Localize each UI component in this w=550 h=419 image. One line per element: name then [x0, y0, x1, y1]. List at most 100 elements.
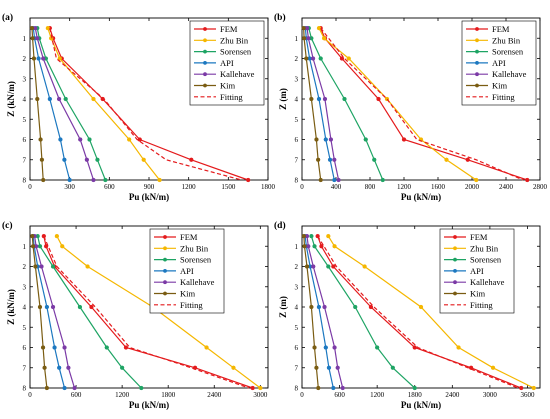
- legend-label: Kim: [180, 289, 196, 299]
- legend-label: FEM: [220, 24, 238, 34]
- series-kim-point: [301, 36, 307, 41]
- x-axis-title: Pu (kN/m): [401, 400, 441, 410]
- series-kim-point: [301, 233, 307, 239]
- legend-marker: [163, 246, 167, 251]
- x-tick-label: 2000: [465, 183, 480, 191]
- series-api-point: [52, 345, 57, 350]
- series-zhu-bin-point: [157, 177, 162, 183]
- legend-marker: [203, 49, 207, 54]
- series-sorensen-point: [363, 137, 368, 142]
- series-sorensen-point: [353, 304, 358, 310]
- x-tick-label: 1200: [370, 391, 385, 399]
- series-kim-point: [38, 137, 43, 142]
- series-fitting-line: [43, 235, 249, 389]
- series-zhu-bin-point: [321, 36, 327, 41]
- series-zhu-bin-point: [326, 233, 331, 239]
- x-tick-label: 3000: [483, 391, 498, 399]
- y-tick-label: 6: [23, 136, 27, 144]
- legend-marker: [163, 269, 167, 273]
- series-api-point: [332, 177, 337, 183]
- y-tick-label: 1: [295, 243, 299, 251]
- legend-marker: [453, 291, 457, 296]
- x-tick-label: 0: [300, 391, 304, 399]
- x-tick-label: 1800: [408, 391, 423, 399]
- legend-marker: [203, 83, 207, 88]
- y-tick-label: 7: [23, 364, 27, 372]
- legend-marker: [475, 61, 479, 65]
- y-tick-label: 8: [23, 385, 27, 393]
- series-kallehave-point: [332, 345, 337, 350]
- series-fem-point: [246, 177, 251, 183]
- series-kallehave-point: [310, 56, 316, 61]
- series-kallehave-point: [306, 36, 311, 41]
- series-sorensen-point: [37, 244, 43, 249]
- legend-label: Kallehave: [220, 69, 255, 79]
- series-api-line: [304, 28, 335, 181]
- series-fem-point: [368, 304, 374, 310]
- series-kallehave-point: [66, 365, 71, 370]
- series-kim-point: [40, 345, 46, 350]
- series-fem-point: [123, 345, 129, 350]
- legend-label: Sorensen: [180, 255, 212, 265]
- y-tick-label: 8: [295, 385, 299, 393]
- x-tick-label: 3000: [253, 391, 268, 399]
- series-api-point: [58, 137, 63, 142]
- series-fitting: [49, 27, 242, 181]
- legend-label: Fitting: [220, 92, 243, 102]
- series-zhu-bin-point: [444, 157, 449, 162]
- series-fem-point: [401, 137, 407, 142]
- series-sorensen-point: [312, 244, 317, 249]
- series-zhu-bin-line: [318, 27, 477, 181]
- series-fem-point: [465, 157, 470, 162]
- plot-frame: [29, 225, 269, 389]
- series-kim-point: [39, 157, 45, 162]
- series-kallehave-point: [328, 137, 334, 142]
- legend-label: Kim: [492, 81, 508, 91]
- series-sorensen-point: [318, 56, 323, 61]
- x-tick-label: 0: [28, 183, 32, 191]
- legend-marker: [163, 280, 167, 285]
- y-tick-label: 2: [295, 263, 299, 271]
- series-zhu-bin: [316, 25, 479, 183]
- x-tick-label: 0: [300, 183, 304, 191]
- series-kim-point: [30, 244, 36, 249]
- series-kallehave-point: [335, 365, 340, 370]
- series-kallehave-point: [56, 96, 62, 102]
- series-fem-point: [412, 345, 417, 350]
- series-sorensen: [309, 233, 417, 391]
- series-zhu-bin-point: [231, 365, 236, 370]
- legend-label: Kallehave: [492, 69, 527, 79]
- legend-marker: [163, 235, 167, 239]
- series-kallehave: [32, 233, 77, 391]
- legend-label: FEM: [470, 232, 488, 242]
- series-kim-point: [312, 345, 317, 350]
- series-kim-point: [318, 177, 323, 183]
- series-kim-point: [314, 365, 319, 370]
- series-fitting-line: [49, 27, 242, 181]
- series-kim-line: [303, 28, 322, 181]
- series-sorensen-point: [119, 365, 125, 370]
- x-tick-label: 800: [365, 183, 376, 191]
- series-sorensen-line: [36, 27, 106, 181]
- x-tick-label: 3600: [520, 391, 535, 399]
- series-kallehave-point: [322, 96, 328, 102]
- series-kallehave-point: [78, 137, 83, 142]
- series-sorensen-line: [37, 235, 142, 389]
- legend-marker: [475, 72, 479, 77]
- x-tick-label: 1200: [397, 183, 412, 191]
- series-kim: [301, 25, 323, 183]
- y-tick-label: 7: [295, 156, 299, 164]
- series-zhu-bin-point: [141, 157, 146, 162]
- y-tick-label: 7: [23, 156, 27, 164]
- series-kallehave-point: [35, 36, 40, 41]
- series-zhu-bin-point: [346, 56, 351, 61]
- y-tick-label: 5: [295, 116, 299, 124]
- x-tick-label: 400: [331, 183, 342, 191]
- x-tick-label: 600: [104, 183, 115, 191]
- legend-marker: [475, 27, 479, 31]
- x-tick-label: 2400: [499, 183, 514, 191]
- series-kim-point: [30, 36, 35, 41]
- x-tick-label: 1800: [161, 391, 176, 399]
- series-kallehave-point: [62, 345, 67, 350]
